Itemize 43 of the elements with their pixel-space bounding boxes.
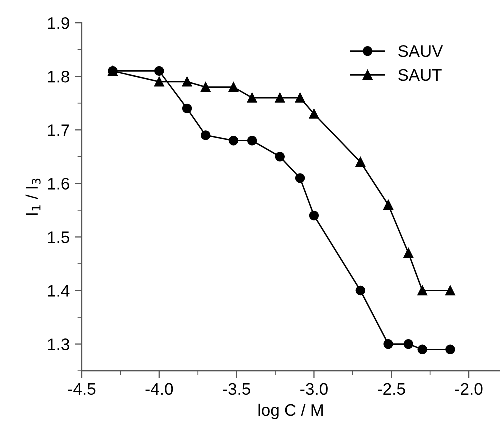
x-axis-title: log C / M — [258, 404, 323, 420]
point — [356, 157, 366, 168]
point — [384, 339, 394, 350]
point — [247, 93, 258, 103]
point — [275, 152, 286, 162]
point — [228, 136, 239, 146]
point — [446, 286, 456, 296]
y-tick-label: 1.8 — [48, 70, 70, 83]
point — [275, 93, 286, 103]
point — [309, 210, 320, 221]
x-tick-label: -3.5 — [223, 383, 250, 396]
point — [154, 66, 164, 76]
x-tick-label: -4.5 — [68, 383, 96, 396]
y-tick-label: 1.6 — [48, 178, 70, 190]
x-tick-label: -4.0 — [146, 383, 174, 396]
legend-label: SAUV — [398, 45, 444, 58]
point — [182, 104, 192, 114]
y-tick-label: 1.3 — [48, 338, 70, 350]
point — [182, 77, 192, 87]
point — [356, 286, 366, 296]
y-tick-label: 1.4 — [48, 285, 70, 297]
point — [418, 286, 428, 296]
legend-label: SAUT — [398, 69, 442, 82]
point — [404, 339, 414, 350]
point — [200, 82, 211, 92]
x-tick-label: -2.0 — [455, 383, 483, 396]
point — [247, 136, 258, 146]
y-axis-title: I$_{1}$ / I$_{3}$ — [26, 178, 41, 216]
y-tick-label: 1.9 — [48, 17, 70, 30]
x-tick-label: -2.5 — [378, 383, 406, 396]
point — [228, 82, 239, 92]
point — [418, 344, 428, 354]
point — [446, 344, 456, 354]
point — [404, 248, 414, 258]
x-tick-label: -3.0 — [300, 383, 328, 396]
point — [384, 200, 394, 210]
point — [295, 93, 306, 103]
point — [309, 109, 320, 119]
point — [200, 130, 211, 140]
point — [295, 173, 306, 184]
y-tick-label: 1.7 — [48, 124, 70, 136]
point — [154, 77, 164, 87]
y-tick-label: 1.5 — [48, 232, 70, 244]
